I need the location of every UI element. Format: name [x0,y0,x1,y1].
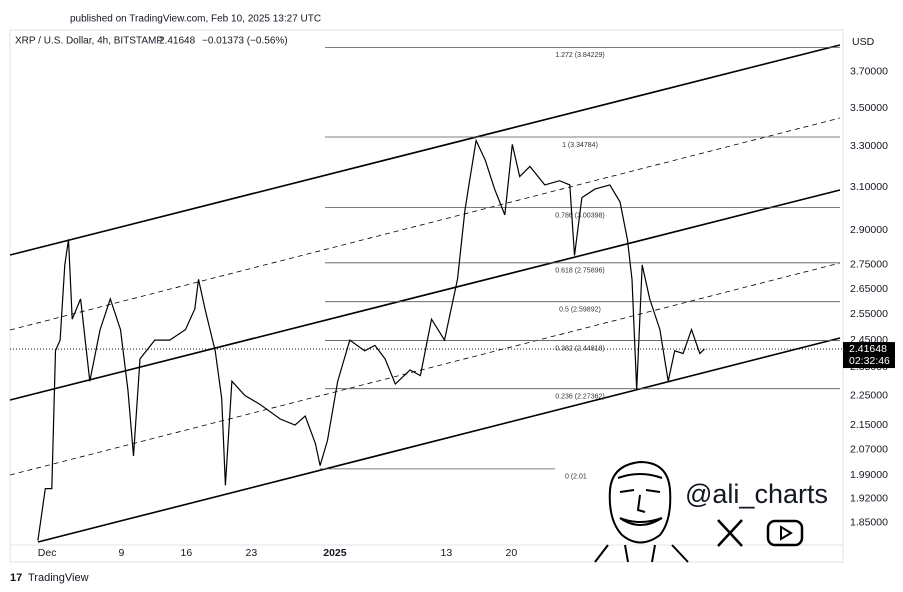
price-line [37,138,705,541]
fib-label: 0.5 (2.59892) [559,307,601,314]
price-tag-value: 2.41648 [849,343,887,355]
y-tick-label: 1.99000 [850,469,888,481]
footer-brand: TradingView [28,572,89,584]
y-tick-label: 2.65000 [850,283,888,295]
price-tag [843,342,895,369]
published-note: published on TradingView.com, Feb 10, 20… [70,14,321,25]
y-tick-label: 2.15000 [850,419,888,431]
avatar [594,460,689,563]
price-tag-countdown: 02:32:46 [849,355,890,367]
y-tick-label: 3.50000 [850,102,888,114]
watermark: @ali_charts [685,479,828,509]
x-tick-label: 13 [441,547,453,559]
fib-label: 0 (2.01 [565,474,587,481]
fib-label: 1.272 (3.84229) [555,52,604,59]
x-tick-label: 9 [118,547,124,559]
channel-top [9,44,841,256]
y-tick-label: 1.85000 [850,517,888,529]
x-tick-label: 16 [181,547,193,559]
y-tick-label: 2.07000 [850,444,888,456]
footer-logo: 17 [10,572,22,584]
y-tick-label: 1.92000 [850,492,888,504]
x-logo [717,519,743,547]
x-tick-label: Dec [38,547,57,559]
fib-label: 1 (3.34784) [562,142,598,149]
fib-label: 0.236 (2.27362) [555,394,604,401]
x-tick-label: 2025 [323,547,347,559]
y-tick-label: 3.30000 [850,140,888,152]
channel-mid [9,189,841,401]
y-tick-label: 3.70000 [850,66,888,78]
channel-dash [9,262,841,476]
youtube-logo [766,519,804,547]
x-tick-label: 20 [505,547,517,559]
channel [9,44,841,543]
currency: USD [852,36,875,48]
fib-label: 0.618 (2.75896) [555,268,604,275]
x-tick-label: 23 [246,547,258,559]
header-change: −0.01373 (−0.56%) [202,36,288,47]
y-tick-label: 2.25000 [850,389,888,401]
logo-mark: 17 [10,572,22,584]
y-tick-label: 2.55000 [850,308,888,320]
channel-bottom [37,337,841,543]
y-tick-label: 2.75000 [850,259,888,271]
chart-title: XRP / U.S. Dollar, 4h, BITSTAMP [15,36,163,47]
channel-dash [9,117,841,331]
header-last-price: 2.41648 [159,36,196,47]
y-tick-label: 3.10000 [850,181,888,193]
y-tick-label: 2.90000 [850,224,888,236]
